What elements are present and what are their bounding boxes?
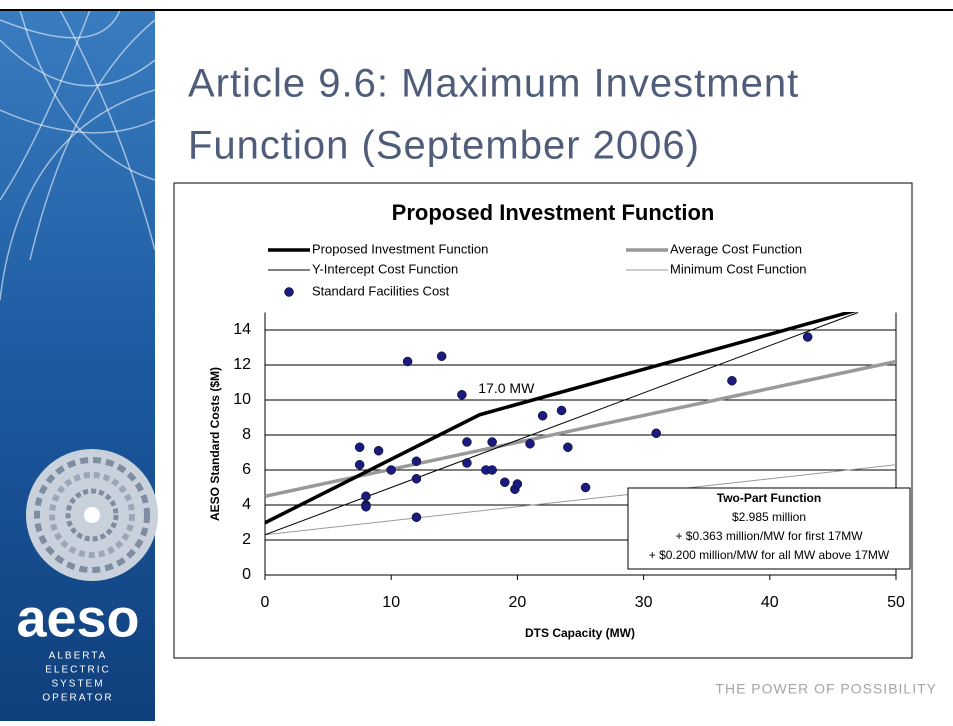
scatter-point xyxy=(436,351,447,361)
scatter-point xyxy=(361,502,371,512)
legend-label: Standard Facilities Cost xyxy=(312,283,450,298)
line xyxy=(265,359,896,498)
slide-title: Function (September 2006) xyxy=(188,124,700,168)
scatter-point xyxy=(462,437,472,447)
scatter-point xyxy=(354,460,365,470)
x-tick-label: 0 xyxy=(261,594,270,611)
logo-line: ALBERTA xyxy=(49,651,108,662)
scatter-point xyxy=(487,437,497,447)
logo-lines: ALBERTA ELECTRIC SYSTEM OPERATOR xyxy=(42,651,113,704)
annotation: 17.0 MW xyxy=(478,380,535,396)
scatter-point xyxy=(500,477,510,487)
y-tick-label: 8 xyxy=(242,426,251,443)
note-title: Two-Part Function xyxy=(717,491,821,505)
scatter-point xyxy=(386,465,396,475)
legend-label: Average Cost Function xyxy=(670,241,802,256)
logo-line: ELECTRIC xyxy=(45,665,110,676)
legend-label: Proposed Investment Function xyxy=(312,241,488,256)
scatter-point xyxy=(361,491,371,501)
legend-label: Minimum Cost Function xyxy=(670,261,807,276)
x-tick-label: 40 xyxy=(761,594,779,611)
legend-label: Y-Intercept Cost Function xyxy=(312,261,458,276)
note-box xyxy=(627,487,911,570)
x-tick-label: 50 xyxy=(887,594,905,611)
note-line: + $0.363 million/MW for first 17MW xyxy=(675,529,863,543)
scatter-point xyxy=(462,458,472,468)
scatter-point xyxy=(525,439,535,449)
scatter-point xyxy=(802,332,813,342)
scatter-point xyxy=(354,442,365,452)
scatter-point xyxy=(411,456,422,466)
plot: 0 2 4 6 8 10 12 14 0 10 20 30 40 50 Proposed Investmen… xyxy=(233,241,911,611)
scatter-point xyxy=(512,479,523,489)
y-tick-label: 12 xyxy=(233,356,251,373)
y-axis-label: AESO Standard Costs ($M) xyxy=(208,367,222,521)
scatter-point xyxy=(373,446,384,456)
note-line: + $0.200 million/MW for all MW above 17M… xyxy=(649,548,890,562)
logo-line: SYSTEM xyxy=(51,679,104,690)
scatter-point xyxy=(411,474,422,484)
y-tick-label: 2 xyxy=(242,531,251,548)
x-tick-label: 30 xyxy=(635,594,653,611)
scatter-point xyxy=(580,482,591,493)
y-tick-label: 10 xyxy=(233,391,251,408)
scatter-point xyxy=(487,465,497,475)
scatter-point xyxy=(563,442,573,452)
x-tick-label: 10 xyxy=(382,594,400,611)
logo-line: OPERATOR xyxy=(42,693,113,704)
scatter-point xyxy=(537,411,548,421)
legend-swatch xyxy=(284,287,294,297)
sidebar-arcs xyxy=(0,10,155,301)
y-tick-label: 6 xyxy=(242,461,251,478)
chart-title: Proposed Investment Function xyxy=(392,200,715,225)
scatter-point xyxy=(651,428,661,438)
footer: THE POWER OF POSSIBILITY xyxy=(715,681,937,697)
line xyxy=(265,464,896,536)
slide-title: Article 9.6: Maximum Investment xyxy=(188,62,799,106)
swirl-logo xyxy=(26,449,158,581)
y-tick-label: 0 xyxy=(242,566,251,583)
logo: aeso xyxy=(16,588,139,648)
scatter-point xyxy=(457,390,467,400)
scatter-point xyxy=(411,512,422,522)
scatter-point xyxy=(727,376,737,386)
x-tick-label: 20 xyxy=(509,594,527,611)
x-axis-label: DTS Capacity (MW) xyxy=(525,626,635,640)
chart-frame xyxy=(173,182,913,659)
scatter-point xyxy=(556,405,567,416)
note-line: $2.985 million xyxy=(732,510,806,524)
line xyxy=(265,312,857,525)
y-tick-label: 4 xyxy=(242,496,251,513)
scatter-point xyxy=(402,356,413,367)
y-tick-label: 14 xyxy=(233,321,251,338)
